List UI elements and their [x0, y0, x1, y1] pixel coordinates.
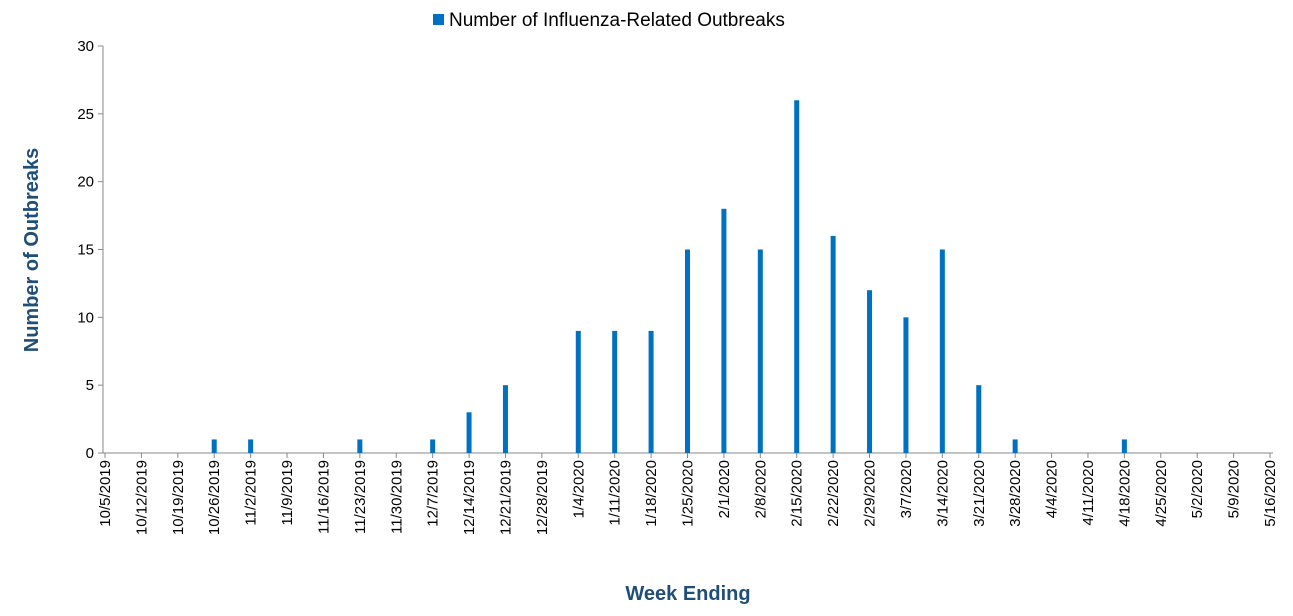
y-tick-label: 30: [77, 38, 94, 55]
y-tick-label: 10: [77, 309, 94, 326]
bar: [830, 235, 836, 453]
x-tick-label: 10/5/2019: [97, 460, 114, 527]
x-tick-label: 10/12/2019: [133, 460, 150, 535]
x-tick-label: 2/15/2020: [789, 460, 806, 527]
x-tick-label: 5/2/2020: [1189, 460, 1206, 518]
x-tick-label: 4/4/2020: [1044, 460, 1061, 518]
bar: [502, 385, 508, 453]
x-tick-label: 12/14/2019: [461, 460, 478, 535]
x-tick-label: 12/21/2019: [497, 460, 514, 535]
bar: [721, 208, 727, 453]
x-tick-label: 12/28/2019: [534, 460, 551, 535]
y-tick-label: 5: [86, 377, 94, 394]
bar: [575, 330, 581, 453]
x-tick-label: 4/11/2020: [1080, 460, 1097, 526]
x-tick-label: 2/29/2020: [862, 460, 879, 527]
x-tick-label: 11/9/2019: [279, 460, 296, 526]
x-tick-label: 4/25/2020: [1153, 460, 1170, 527]
x-tick-label: 1/4/2020: [570, 460, 587, 518]
bar: [612, 330, 618, 453]
bar: [903, 317, 909, 453]
bar: [466, 412, 472, 453]
x-tick-label: 4/18/2020: [1116, 460, 1133, 527]
y-axis-title: Number of Outbreaks: [21, 148, 43, 352]
x-axis-title: Week Ending: [625, 583, 750, 605]
x-tick-label: 11/23/2019: [352, 460, 369, 534]
x-tick-label: 2/1/2020: [716, 460, 733, 518]
bar: [794, 100, 800, 454]
bar: [757, 249, 763, 453]
x-tick-label: 2/22/2020: [825, 460, 842, 527]
x-tick-label: 10/19/2019: [170, 460, 187, 535]
x-tick-label: 11/2/2019: [243, 460, 260, 526]
y-tick-label: 20: [77, 174, 94, 191]
x-tick-label: 3/14/2020: [934, 460, 951, 527]
y-tick-label: 25: [77, 106, 94, 123]
x-tick-label: 1/11/2020: [607, 460, 624, 526]
bar: [430, 439, 436, 453]
bar: [867, 290, 873, 453]
x-tick-label: 2/8/2020: [752, 460, 769, 518]
x-tick-label: 10/26/2019: [206, 460, 223, 535]
bar: [976, 385, 982, 453]
bar: [685, 249, 690, 453]
bar: [211, 439, 217, 453]
x-tick-label: 5/9/2020: [1226, 460, 1243, 518]
bar: [1012, 439, 1018, 453]
x-tick-label: 3/28/2020: [1007, 460, 1024, 527]
x-tick-label: 3/21/2020: [971, 460, 988, 527]
legend-label: Number of Influenza-Related Outbreaks: [449, 10, 785, 31]
x-tick-label: 11/30/2019: [388, 460, 405, 534]
legend-swatch: [433, 14, 444, 25]
bar: [648, 330, 654, 453]
x-tick-label: 3/7/2020: [898, 460, 915, 518]
y-tick-label: 0: [86, 445, 94, 462]
bar: [357, 439, 363, 453]
bar: [248, 439, 254, 453]
x-tick-label: 11/16/2019: [315, 460, 332, 534]
bar: [1121, 439, 1127, 453]
x-tick-label: 5/16/2020: [1262, 460, 1279, 527]
bar: [939, 249, 945, 453]
x-tick-label: 1/25/2020: [680, 460, 697, 527]
y-tick-label: 15: [77, 242, 94, 259]
x-tick-label: 12/7/2019: [425, 460, 442, 527]
x-tick-label: 1/18/2020: [643, 460, 660, 527]
